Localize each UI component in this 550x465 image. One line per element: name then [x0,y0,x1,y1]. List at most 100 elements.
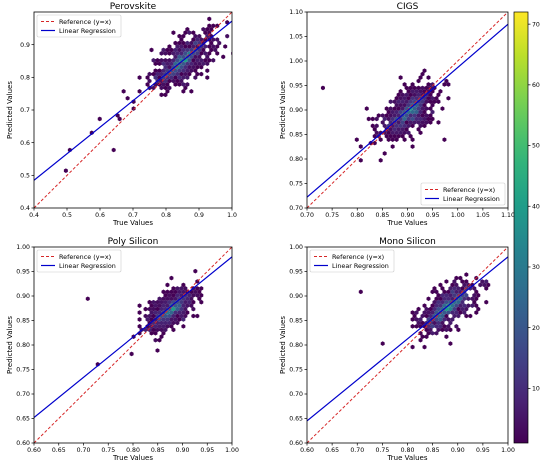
hexbin-cell [390,137,395,142]
hexbin-cell [426,324,431,329]
hexbin-cell [183,30,188,35]
hexbin-cell [358,144,363,149]
hexbin-cell [153,337,158,343]
hexbin-cell [211,37,216,42]
hexbin-cell [181,61,186,67]
y-tick-label: 0.90 [289,293,303,300]
regression-line [34,256,232,418]
panel-title: Mono Silicon [379,237,436,247]
hexbin-cell [167,64,172,70]
hexbin-cell [410,89,415,94]
regression-line [307,256,508,422]
hexbin-cell [205,61,210,67]
hexbin-cell [474,296,479,302]
hexbin-cell [416,85,421,91]
hexbin-cell [165,296,170,302]
hexbin-cell [153,303,158,308]
hexbin-cell [155,58,160,63]
y-tick-label: 0.70 [16,391,30,398]
hexbin-cell [396,120,401,125]
hexbin-cell [187,293,192,298]
hexbin-cell [426,82,431,87]
hexbin-cell [450,282,455,288]
hexbin-cell [213,47,218,53]
hexbin-cell [476,293,481,298]
hexbin-cell [193,54,198,60]
hexbin-cell [452,293,457,298]
hexbin-cell [438,282,443,288]
hexbin-cell [442,303,447,308]
hexbin-cell [398,123,403,129]
hexbin-cell [159,85,164,91]
hexbin-cell [392,113,397,118]
y-tick-label: 0.95 [289,83,303,90]
hexbin-cell [420,334,425,339]
hexbin-cell [143,313,148,319]
hexbin-cell [217,40,222,46]
hexbin-cell [195,58,200,63]
hexbin-cell [179,51,184,56]
hexbin-cell [472,286,477,291]
hexbin-cell [173,40,178,46]
hexbin-cell [380,341,385,346]
hexbin-cell [428,313,433,319]
hexbin-cell [151,71,156,77]
hexbin-cell [410,137,415,142]
legend-regression-label: Linear Regression [59,27,116,35]
hexbin-cell [165,89,170,94]
x-tick-label: 0.9 [194,212,204,219]
hexbin-cell [388,106,393,111]
hexbin-cell [472,293,477,298]
hexbin-cell [410,123,415,129]
hexbin-cell [394,123,399,129]
x-tick-label: 0.70 [350,447,364,454]
hexbin-cell [444,78,449,84]
hexbin-cell [147,327,152,333]
hexbin-cell [450,289,455,295]
hexbin-cell [462,310,467,315]
hexbin-cell [412,99,417,104]
hexbin-cell [185,296,190,302]
y-tick-label: 0.5 [20,173,30,180]
legend-box [36,14,122,38]
hexbin-cell [167,313,172,319]
hexbin-cell [386,109,391,115]
y-tick-label: 0.95 [16,269,30,276]
hexbin-cell [394,130,399,136]
hexbin-cell [448,320,453,326]
hexbin-cell [181,47,186,53]
hexbin-cell [402,95,407,101]
hexbin-cell [183,64,188,70]
hexbin-cell [420,113,425,118]
hexbin-cell [456,286,461,291]
hexbin-cell [432,320,437,326]
hexbin-cell [420,313,425,319]
hexbin-cell [147,313,152,319]
colorbar-tick-label: 60 [532,82,540,89]
hexbin-cell [422,344,427,350]
colorbar-gradient [513,11,529,444]
hexbin-cell [426,296,431,302]
hexbin-cell [422,102,427,108]
hexbin-cell [163,313,168,319]
colorbar-tick-label: 30 [532,264,540,271]
hexbin-cell [181,324,186,329]
hexbin-cell [416,92,421,98]
hexbin-cell [420,71,425,77]
hexbin-cell [183,306,188,312]
hexbin-cell [422,123,427,129]
hexbin-cell [392,133,397,139]
hexbin-cell [460,306,465,312]
hexbin-cell [430,95,435,101]
hexbin-cell [456,299,461,305]
hexbin-cell [181,89,186,94]
hexbin-cell [173,317,178,322]
hexbin-cell [193,268,198,274]
x-tick-label: 1.00 [451,212,465,219]
hexbin-cell [223,44,228,49]
hexbin-cell [374,123,379,129]
hexbin-cell [436,99,441,104]
y-tick-label: 0.70 [289,391,303,398]
y-tick-label: 0.90 [289,107,303,114]
hexbin-cell [418,89,423,94]
